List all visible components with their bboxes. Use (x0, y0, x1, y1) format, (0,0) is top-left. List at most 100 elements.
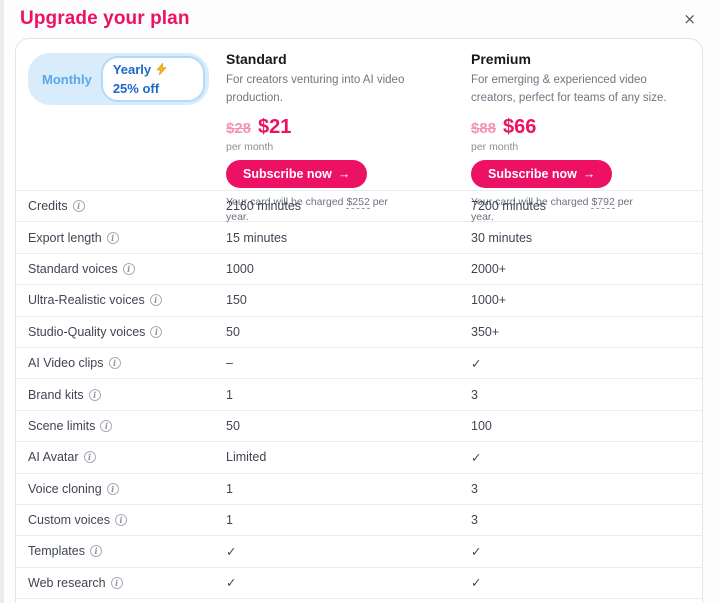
toggle-monthly-option[interactable]: Monthly (31, 72, 101, 87)
table-row: Voice cloning i 1 3 (16, 474, 702, 505)
feature-name: AI Avatar (28, 450, 79, 465)
premium-value: 3 (471, 513, 478, 528)
standard-value: 150 (226, 293, 247, 308)
premium-value: 1000+ (471, 293, 507, 308)
standard-value: 1 (226, 387, 233, 402)
table-row: AI Video clips i – ✓ (16, 348, 702, 380)
info-icon[interactable]: i (108, 357, 121, 370)
standard-value: ✓ (226, 576, 237, 591)
premium-value: 100 (471, 418, 492, 433)
feature-name: Credits (28, 199, 68, 214)
close-icon[interactable]: × (679, 10, 700, 29)
premium-value: 30 minutes (471, 230, 533, 245)
arrow-right-icon: → (582, 166, 596, 181)
table-row: Studio-Quality voices i 50 350+ (16, 317, 702, 348)
info-icon[interactable]: i (150, 325, 163, 338)
table-row: Credits i 2160 minutes 7200 minutes (16, 191, 702, 223)
table-row: Scene limits i 50 100 (16, 411, 702, 443)
backdrop-edge (0, 0, 4, 603)
feature-name: Web research (28, 575, 106, 590)
old-price: $28 (226, 119, 252, 137)
premium-value: 2000+ (471, 261, 507, 276)
info-icon[interactable]: i (149, 294, 162, 307)
lightning-bolt-icon (156, 62, 167, 80)
plan-name: Standard (226, 51, 287, 67)
current-price: $21 (258, 115, 292, 138)
standard-value: 15 minutes (226, 230, 288, 245)
subscribe-label: Subscribe now (488, 166, 577, 181)
info-icon[interactable]: i (106, 482, 119, 495)
feature-name: Scene limits (28, 418, 96, 433)
premium-value: 3 (471, 481, 478, 496)
info-icon[interactable]: i (114, 514, 127, 527)
feature-name: Custom voices (28, 513, 110, 528)
info-icon[interactable]: i (72, 200, 85, 213)
table-row: Templates i ✓ ✓ (16, 536, 702, 568)
standard-value: 1 (226, 481, 233, 496)
table-row: Standard voices i 1000 2000+ (16, 254, 702, 286)
current-price: $66 (503, 115, 537, 138)
billing-period: per month (471, 140, 519, 153)
billing-period: per month (226, 140, 274, 153)
feature-name: Export length (28, 230, 102, 245)
modal-title: Upgrade your plan (20, 8, 190, 29)
charge-amount: $252 (346, 195, 370, 209)
yearly-label: Yearly (112, 62, 152, 77)
feature-name: AI Video clips (28, 356, 104, 371)
subscribe-button-standard[interactable]: Subscribe now → (226, 159, 368, 188)
feature-name: Standard voices (28, 261, 118, 276)
arrow-right-icon: → (337, 166, 351, 181)
standard-value: 1000 (226, 261, 254, 276)
plan-description: For creators venturing into AI video pro… (226, 74, 405, 104)
premium-value: 3 (471, 387, 478, 402)
charge-prefix: Your card will be charged (471, 195, 589, 208)
plan-description: For emerging & experienced video creator… (471, 74, 667, 104)
premium-value: ✓ (471, 450, 482, 465)
premium-value: 7200 minutes (471, 199, 547, 214)
info-icon[interactable]: i (122, 262, 135, 275)
toggle-yearly-option[interactable]: Yearly 25% off (100, 56, 205, 103)
info-icon[interactable]: i (83, 451, 96, 464)
charge-amount: $792 (591, 195, 615, 209)
billing-toggle-pill: Monthly Yearly 25% off (28, 53, 209, 106)
modal-header: Upgrade your plan × (20, 8, 700, 30)
charge-note: Your card will be charged $792 per year. (471, 195, 641, 227)
table-row: Ultra-Realistic voices i 150 1000+ (16, 285, 702, 317)
info-icon[interactable]: i (106, 231, 119, 244)
standard-value: 50 (226, 324, 240, 339)
info-icon[interactable]: i (110, 576, 123, 589)
charge-suffix: per year. (226, 195, 388, 224)
table-row: Brand kits i 1 3 (16, 379, 702, 411)
feature-name: Brand kits (28, 387, 84, 402)
premium-value: ✓ (471, 356, 482, 371)
standard-value: 1 (226, 513, 233, 528)
price-row: $88 $66 (471, 116, 672, 139)
plans-section: Monthly Yearly 25% off Standard For crea… (16, 39, 702, 223)
info-icon[interactable]: i (100, 419, 113, 432)
charge-note: Your card will be charged $252 per year. (226, 195, 396, 227)
info-icon[interactable]: i (88, 388, 101, 401)
table-row: Web research i ✓ ✓ (16, 568, 702, 600)
charge-suffix: per year. (471, 195, 633, 224)
plan-premium: Premium For emerging & experienced video… (471, 51, 702, 226)
plan-name: Premium (471, 51, 531, 67)
discount-label: 25% off (112, 80, 160, 96)
table-row-clipped (16, 599, 702, 603)
table-row: Custom voices i 1 3 (16, 505, 702, 537)
standard-value: Limited (226, 450, 267, 465)
standard-value: ✓ (226, 544, 237, 559)
feature-name: Templates (28, 544, 85, 559)
feature-name: Ultra-Realistic voices (28, 293, 145, 308)
price-row: $28 $21 (226, 116, 441, 139)
premium-value: 350+ (471, 324, 500, 339)
info-icon[interactable]: i (89, 545, 102, 558)
standard-value: – (226, 356, 233, 371)
feature-name: Studio-Quality voices (28, 324, 146, 339)
plan-standard: Standard For creators venturing into AI … (226, 51, 471, 226)
subscribe-button-premium[interactable]: Subscribe now → (471, 159, 613, 188)
premium-value: ✓ (471, 576, 482, 591)
subscribe-label: Subscribe now (243, 166, 332, 181)
standard-value: 50 (226, 418, 240, 433)
feature-table: Credits i 2160 minutes 7200 minutes Expor… (16, 191, 702, 603)
table-row: Export length i 15 minutes 30 minutes (16, 222, 702, 254)
